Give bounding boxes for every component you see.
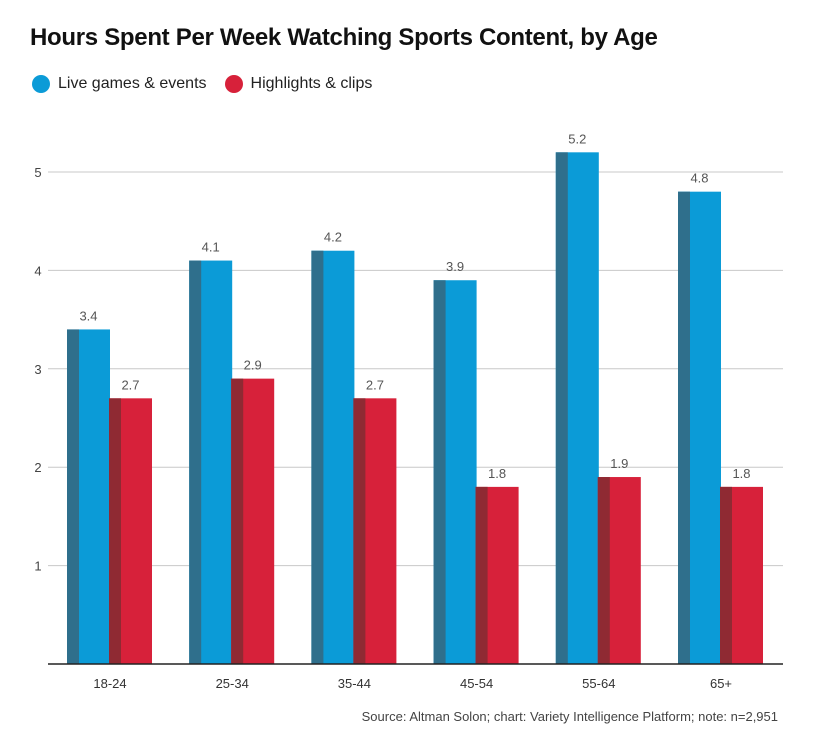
y-tick-label: 1 <box>34 559 41 574</box>
data-label: 1.8 <box>488 466 506 481</box>
data-label: 2.7 <box>366 377 384 392</box>
chart-title: Hours Spent Per Week Watching Sports Con… <box>30 24 658 51</box>
bar-shade-live-35-44 <box>311 250 324 664</box>
legend-item-highlights: Highlights & clips <box>224 75 373 93</box>
data-label: 4.2 <box>324 230 342 245</box>
x-tick-label: 55-64 <box>582 676 615 691</box>
bar-shade-highlights-55-64 <box>597 477 610 664</box>
bar-shade-highlights-45-54 <box>475 486 488 664</box>
bar-shade-live-25-34 <box>189 260 202 664</box>
source-note: Source: Altman Solon; chart: Variety Int… <box>361 709 778 724</box>
y-tick-label: 2 <box>34 460 41 475</box>
bar-shade-highlights-18-24 <box>109 398 121 664</box>
x-tick-label: 65+ <box>710 676 732 691</box>
x-tick-label: 45-54 <box>460 676 493 691</box>
legend-swatch-highlights <box>224 75 243 93</box>
x-tick-label: 25-34 <box>216 676 249 691</box>
bar-shade-live-45-54 <box>433 280 446 664</box>
bar-shade-highlights-25-34 <box>231 378 244 664</box>
data-label: 4.8 <box>690 171 708 186</box>
bar-shade-live-55-64 <box>555 152 568 664</box>
data-label: 2.7 <box>121 377 139 392</box>
data-label: 3.4 <box>79 308 97 323</box>
bar-shade-highlights-35-44 <box>353 398 366 664</box>
legend-swatch-live <box>32 75 50 93</box>
data-label: 5.2 <box>568 131 586 146</box>
legend: Live games & events Highlights & clips <box>32 75 390 93</box>
x-tick-label: 18-24 <box>93 676 126 691</box>
bar-shade-live-65+ <box>678 191 690 664</box>
data-label: 3.9 <box>446 259 464 274</box>
bar-shade-live-18-24 <box>67 329 79 664</box>
legend-label-highlights: Highlights & clips <box>250 75 373 92</box>
data-label: 4.1 <box>202 240 220 255</box>
bar-shade-highlights-65+ <box>720 486 732 664</box>
y-tick-label: 4 <box>34 263 41 278</box>
legend-item-live: Live games & events <box>32 75 207 93</box>
legend-label-live: Live games & events <box>58 75 207 92</box>
y-tick-label: 3 <box>34 362 41 377</box>
x-tick-label: 35-44 <box>338 676 371 691</box>
y-tick-label: 5 <box>34 165 41 180</box>
data-label: 1.8 <box>732 466 750 481</box>
data-label: 1.9 <box>610 456 628 471</box>
data-label: 2.9 <box>244 358 262 373</box>
